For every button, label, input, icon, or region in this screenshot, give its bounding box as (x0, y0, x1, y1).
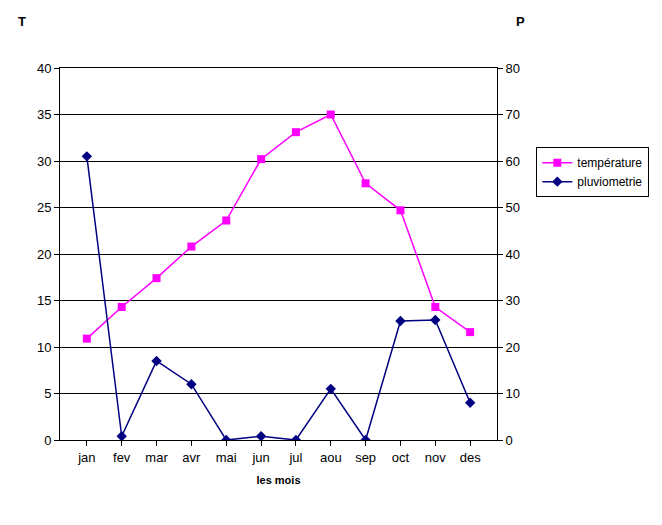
svg-text:mar: mar (145, 450, 168, 465)
svg-text:30: 30 (506, 293, 520, 308)
svg-text:30: 30 (37, 154, 51, 169)
svg-text:sep: sep (355, 450, 376, 465)
svg-text:jan: jan (77, 450, 95, 465)
svg-text:P: P (516, 14, 525, 29)
svg-text:60: 60 (506, 154, 520, 169)
svg-text:pluviometrie: pluviometrie (577, 175, 642, 189)
svg-text:10: 10 (506, 386, 520, 401)
svg-text:25: 25 (37, 200, 51, 215)
svg-text:nov: nov (425, 450, 446, 465)
svg-text:mai: mai (216, 450, 237, 465)
svg-text:50: 50 (506, 200, 520, 215)
svg-text:80: 80 (506, 61, 520, 76)
svg-text:avr: avr (182, 450, 201, 465)
svg-text:20: 20 (506, 340, 520, 355)
svg-text:des: des (460, 450, 481, 465)
svg-text:40: 40 (37, 61, 51, 76)
svg-text:jun: jun (251, 450, 269, 465)
svg-text:10: 10 (37, 340, 51, 355)
svg-text:0: 0 (44, 433, 51, 448)
svg-text:température: température (577, 156, 642, 170)
svg-text:jul: jul (288, 450, 302, 465)
svg-text:5: 5 (44, 386, 51, 401)
svg-text:fev: fev (113, 450, 131, 465)
svg-text:aou: aou (320, 450, 342, 465)
svg-text:oct: oct (392, 450, 410, 465)
svg-text:35: 35 (37, 107, 51, 122)
svg-text:les mois: les mois (256, 474, 300, 486)
svg-text:20: 20 (37, 247, 51, 262)
svg-text:40: 40 (506, 247, 520, 262)
svg-text:15: 15 (37, 293, 51, 308)
svg-text:T: T (18, 14, 26, 29)
svg-text:70: 70 (506, 107, 520, 122)
svg-text:0: 0 (506, 433, 513, 448)
